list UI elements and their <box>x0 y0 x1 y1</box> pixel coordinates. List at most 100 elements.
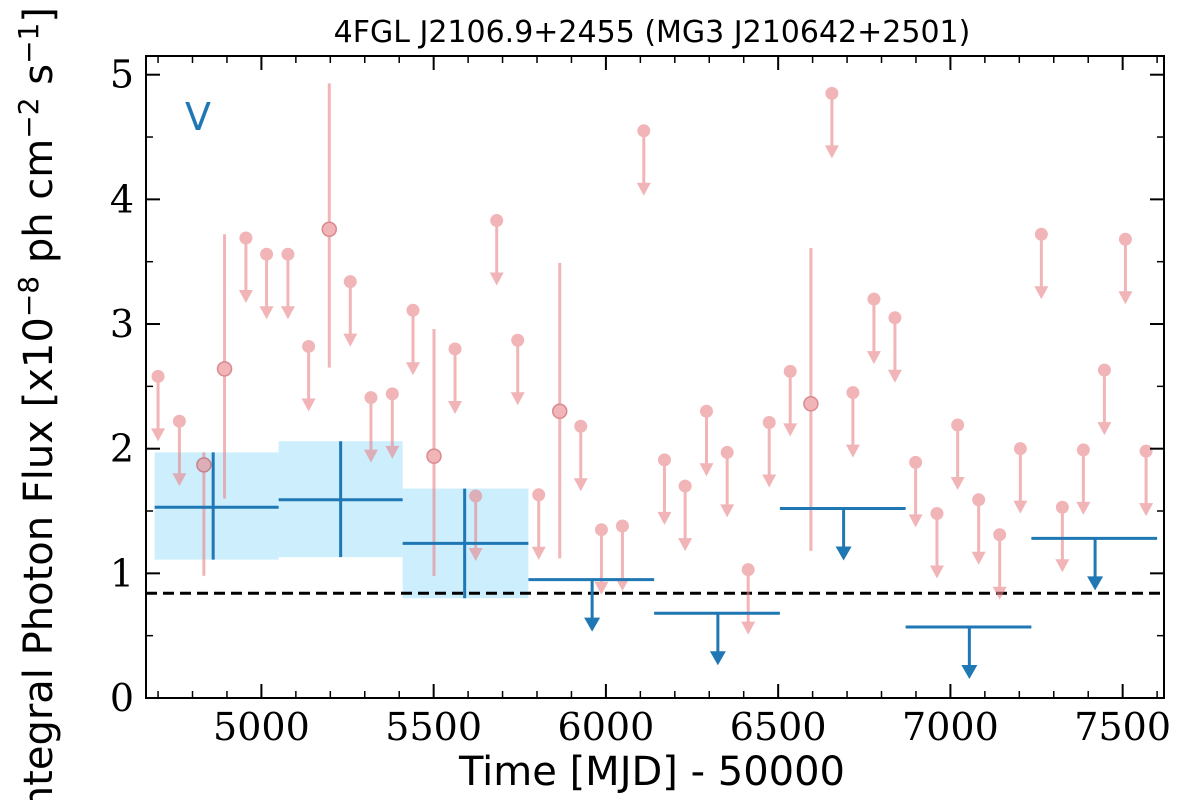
monthly-detection <box>551 262 568 559</box>
monthly-upper-limit-point <box>783 364 797 378</box>
monthly-upper-limit-point <box>678 479 692 493</box>
monthly-upper-limit-point <box>1118 232 1132 246</box>
monthly-upper-limit-point <box>406 303 420 317</box>
monthly-upper-limit <box>172 414 187 487</box>
monthly-upper-limit-arrow <box>1055 559 1070 573</box>
monthly-upper-limit-arrow <box>594 581 609 595</box>
monthly-upper-limit <box>908 455 923 528</box>
monthly-upper-limit-point <box>490 214 504 228</box>
monthly-detection-point <box>551 403 568 420</box>
monthly-upper-limit-arrow <box>762 474 777 488</box>
monthly-detection-point <box>216 361 233 377</box>
monthly-detection-point <box>196 457 212 473</box>
monthly-detection <box>321 83 338 368</box>
y-tick-label: 0 <box>110 676 134 720</box>
y-tick-label: 4 <box>110 177 134 221</box>
y-axis-label-exponent: −1 <box>12 23 45 64</box>
monthly-upper-limit <box>1118 232 1133 305</box>
monthly-upper-limit-arrow <box>887 369 902 383</box>
monthly-upper-limit <box>762 416 777 488</box>
monthly-upper-limit-arrow <box>573 478 588 492</box>
binned-detection <box>154 452 279 560</box>
monthly-upper-limit-arrow <box>280 306 295 320</box>
binned-upper-limit <box>905 625 1032 679</box>
monthly-upper-limit-arrow <box>489 272 504 286</box>
monthly-upper-limit-arrow <box>385 445 400 459</box>
monthly-upper-limit-point <box>993 528 1007 542</box>
monthly-upper-limit <box>845 386 860 458</box>
monthly-upper-limit-point <box>364 391 378 405</box>
monthly-upper-limit-arrow <box>531 546 546 560</box>
binned-upper-limit <box>528 578 655 632</box>
monthly-upper-limit <box>259 247 274 320</box>
monthly-upper-limit-point <box>825 86 839 100</box>
monthly-upper-limit <box>741 563 756 635</box>
monthly-upper-limit-point <box>762 416 776 430</box>
y-axis-label-part: ] <box>16 7 62 23</box>
monthly-upper-limit-point <box>1097 363 1111 377</box>
monthly-upper-limit-point <box>657 453 671 467</box>
monthly-upper-limit-point <box>574 419 588 433</box>
monthly-upper-limit-arrow <box>866 351 881 365</box>
monthly-upper-limit-arrow <box>1097 422 1112 436</box>
monthly-upper-limit-arrow <box>929 565 944 579</box>
x-tick-label: 6000 <box>558 705 655 749</box>
monthly-upper-limit <box>448 342 463 414</box>
monthly-upper-limit-arrow <box>468 548 483 562</box>
monthly-upper-limit-point <box>172 414 186 428</box>
monthly-upper-limit-arrow <box>259 306 274 320</box>
monthly-upper-limit-point <box>511 333 525 347</box>
monthly-upper-limit-arrow <box>510 392 525 406</box>
monthly-upper-limit <box>1139 444 1154 517</box>
binned-upper-limit-arrow <box>835 546 852 561</box>
monthly-upper-limit-point <box>615 519 629 533</box>
monthly-upper-limit <box>238 231 253 304</box>
monthly-upper-limit <box>1034 227 1049 300</box>
y-axis-label-part: Integral Photon Flux [x10 <box>16 317 62 800</box>
monthly-upper-limit <box>929 507 944 579</box>
monthly-upper-limit-arrow <box>636 182 651 196</box>
monthly-upper-limit-arrow <box>172 473 187 487</box>
monthly-upper-limit-arrow <box>657 511 672 525</box>
monthly-upper-limit-arrow <box>845 444 860 458</box>
monthly-upper-limit-arrow <box>301 398 316 412</box>
y-tick-label: 1 <box>110 551 134 595</box>
binned-detection <box>402 488 529 599</box>
monthly-upper-limit-point <box>846 386 860 400</box>
monthly-upper-limit-point <box>951 418 965 432</box>
x-tick-label: 7500 <box>1074 705 1171 749</box>
binned-upper-limit <box>654 611 780 666</box>
y-axis-label-exponent: −2 <box>12 97 45 138</box>
monthly-upper-limit-arrow <box>343 333 358 347</box>
monthly-upper-limit <box>783 364 798 437</box>
monthly-upper-limit-point <box>637 124 651 138</box>
monthly-upper-limit-point <box>532 488 546 502</box>
monthly-upper-limit <box>594 523 609 595</box>
monthly-upper-limit-arrow <box>448 400 463 414</box>
monthly-upper-limit <box>363 391 378 463</box>
x-tick-label: 7000 <box>902 705 999 749</box>
monthly-upper-limit-point <box>260 247 274 261</box>
monthly-upper-limit-arrow <box>1034 286 1049 300</box>
monthly-upper-limit <box>636 124 651 196</box>
monthly-upper-limit <box>343 275 358 347</box>
monthly-upper-limit-point <box>867 292 881 306</box>
x-tick-label: 5500 <box>385 705 482 749</box>
monthly-upper-limit-point <box>741 563 755 577</box>
monthly-upper-limit-arrow <box>992 586 1007 600</box>
monthly-upper-limit-arrow <box>615 577 630 591</box>
monthly-upper-limit <box>151 369 166 442</box>
monthly-upper-limit-point <box>720 445 734 459</box>
monthly-upper-limit <box>657 453 672 525</box>
binned-upper-limit <box>779 507 906 561</box>
monthly-upper-limit-point <box>151 369 165 383</box>
binned-upper-limit-arrow <box>709 651 726 666</box>
monthly-upper-limit <box>510 333 525 406</box>
monthly-upper-limit-point <box>888 311 902 325</box>
monthly-upper-limit-arrow <box>950 476 965 490</box>
monthly-upper-limit-point <box>385 387 399 401</box>
monthly-detection-point <box>803 396 819 412</box>
monthly-upper-limit-point <box>448 342 462 356</box>
monthly-upper-limit-arrow <box>151 428 166 442</box>
monthly-upper-limit-point <box>1076 443 1090 457</box>
